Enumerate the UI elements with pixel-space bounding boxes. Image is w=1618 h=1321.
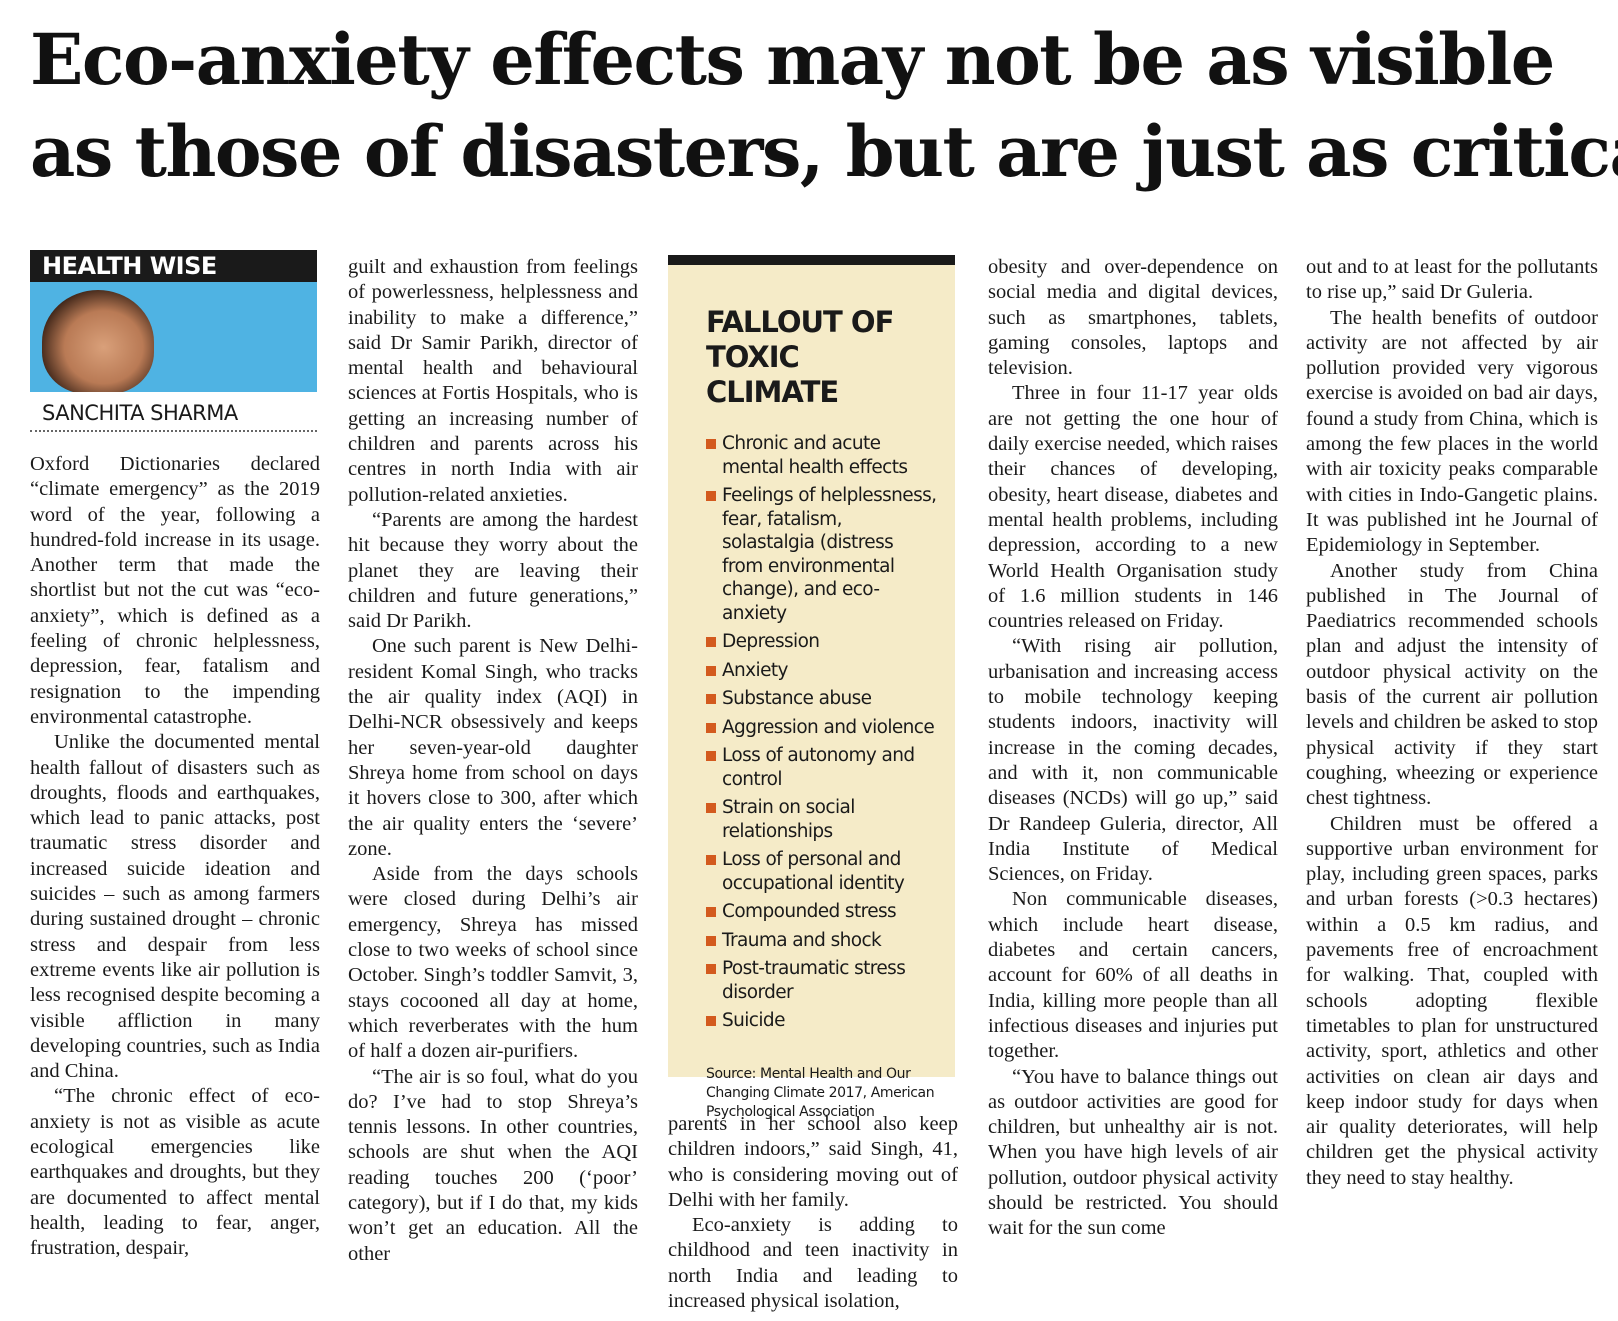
sidebar-source: Source: Mental Health and Our Changing C…	[706, 1065, 935, 1120]
list-item: Trauma and shock	[706, 929, 937, 953]
paragraph: “The chronic effect of eco-anxiety is no…	[30, 1085, 320, 1260]
paragraph: Oxford Dictionaries declared “climate em…	[30, 453, 320, 728]
list-item: Aggression and violence	[706, 716, 937, 740]
byline-divider	[30, 430, 317, 432]
paragraph: “You have to balance things out as outdo…	[988, 1065, 1278, 1240]
list-item: Loss of autonomy and control	[706, 744, 937, 791]
list-item: Chronic and acute mental health effects	[706, 432, 937, 479]
column-tag: HEALTH WISE	[30, 250, 317, 282]
headline-line-2: as those of disasters, but are just as c…	[30, 110, 1618, 193]
list-item: Post-traumatic stress disorder	[706, 957, 937, 1004]
fallout-sidebar-box: FALLOUT OF TOXIC CLIMATE Chronic and acu…	[668, 255, 955, 1120]
body-column-2: guilt and exhaustion from feelings of po…	[348, 255, 638, 1267]
headline-line-1: Eco-anxiety effects may not be as visibl…	[30, 18, 1555, 101]
sidebar-title-line-1: FALLOUT OF	[706, 305, 894, 339]
list-item: Strain on social relationships	[706, 796, 937, 843]
paragraph: Another study from China published in Th…	[1306, 559, 1598, 810]
paragraph: obesity and over-dependence on social me…	[988, 256, 1278, 380]
paragraph: The health benefits of outdoor activity …	[1306, 306, 1598, 557]
author-photo	[30, 282, 317, 392]
body-column-5: out and to at least for the pollutants t…	[1306, 255, 1598, 1191]
list-item: Feelings of helplessness, fear, fatalism…	[706, 484, 937, 625]
paragraph: Non communicable diseases, which include…	[988, 888, 1278, 1063]
headline: Eco-anxiety effects may not be as visibl…	[30, 14, 1618, 198]
list-item: Suicide	[706, 1009, 937, 1033]
paragraph: One such parent is New Delhi-resident Ko…	[348, 635, 638, 860]
list-item: Loss of personal and occupational identi…	[706, 848, 937, 895]
author-portrait-icon	[42, 290, 154, 392]
list-item: Substance abuse	[706, 687, 937, 711]
paragraph: “Parents are among the hardest hit becau…	[348, 508, 638, 633]
paragraph: Aside from the days schools were closed …	[348, 863, 638, 1063]
paragraph: Three in four 11-17 year olds are not ge…	[988, 382, 1278, 633]
paragraph: guilt and exhaustion from feelings of po…	[348, 256, 638, 506]
paragraph: “With rising air pollution, urbanisation…	[988, 635, 1278, 886]
paragraph: Eco-anxiety is adding to childhood and t…	[668, 1214, 958, 1313]
author-byline: SANCHITA SHARMA	[42, 401, 238, 425]
paragraph: “The air is so foul, what do you do? I’v…	[348, 1065, 638, 1265]
body-column-1: Oxford Dictionaries declared “climate em…	[30, 452, 320, 1262]
paragraph: Children must be offered a supportive ur…	[1306, 812, 1598, 1189]
list-item: Anxiety	[706, 659, 937, 683]
body-column-3: parents in her school also keep children…	[668, 1112, 958, 1314]
fallout-list: Chronic and acute mental health effects …	[706, 432, 937, 1033]
sidebar-title: FALLOUT OF TOXIC CLIMATE	[706, 305, 937, 410]
list-item: Compounded stress	[706, 900, 937, 924]
sidebar-title-line-2: TOXIC CLIMATE	[706, 340, 839, 409]
list-item: Depression	[706, 630, 937, 654]
paragraph: Unlike the documented mental health fall…	[30, 731, 320, 1083]
paragraph: parents in her school also keep children…	[668, 1113, 958, 1211]
body-column-4: obesity and over-dependence on social me…	[988, 255, 1278, 1242]
paragraph: out and to at least for the pollutants t…	[1306, 256, 1598, 304]
